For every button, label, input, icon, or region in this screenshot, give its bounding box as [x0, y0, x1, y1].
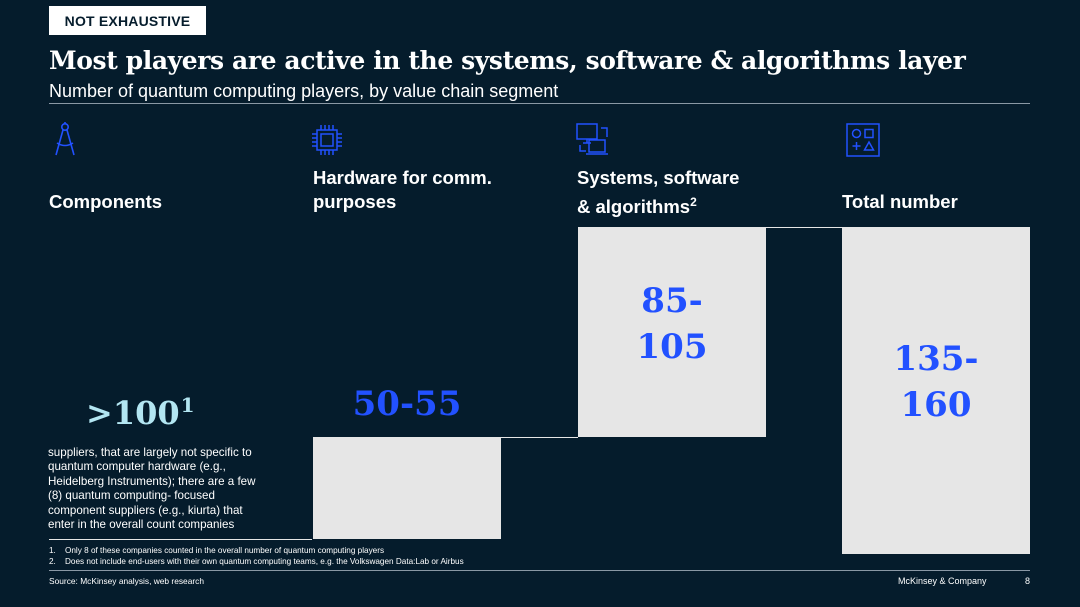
slide-subtitle: Number of quantum computing players, by …: [49, 81, 559, 101]
segment-label-hardware: Hardware for comm. purposes: [313, 167, 492, 212]
components-value: >1001: [86, 393, 195, 432]
brand-name: McKinsey & Company: [898, 576, 987, 586]
value-label-total: 135- 160: [893, 339, 979, 426]
slide-title: Most players are active in the systems, …: [49, 46, 966, 75]
source-note: Source: McKinsey analysis, web research: [49, 576, 205, 586]
components-baseline: [49, 539, 312, 540]
bar-hardware: [313, 437, 501, 539]
bar-total: [842, 226, 1030, 554]
value-label-hardware: 50-55: [352, 384, 462, 425]
segment-label-components: Components: [49, 191, 163, 212]
components-description: suppliers, that are largely not specific…: [48, 446, 256, 532]
shapes-grid-icon: [846, 123, 880, 157]
footer-divider: [49, 570, 1030, 571]
segment-label-systems: Systems, software & algorithms2: [577, 167, 740, 218]
connector-systems-total: [766, 226, 842, 228]
microchip-icon: [310, 123, 344, 157]
value-label-systems: 85- 105: [636, 281, 708, 367]
segment-label-total: Total number: [842, 191, 958, 212]
not-exhaustive-tag: NOT EXHAUSTIVE: [49, 6, 206, 35]
connector-hardware-systems: [501, 437, 578, 439]
page-number: 8: [1025, 576, 1031, 586]
footnote-1: 1. Only 8 of these companies counted in t…: [49, 546, 385, 555]
drafting-compass-icon: [52, 121, 78, 157]
footnote-2: 2. Does not include end-users with their …: [49, 557, 464, 566]
header-divider: [49, 103, 1030, 104]
footnotes: 1. Only 8 of these companies counted in t…: [49, 545, 464, 567]
bar-systems: [578, 226, 766, 438]
computer-devices-icon: [575, 122, 611, 158]
